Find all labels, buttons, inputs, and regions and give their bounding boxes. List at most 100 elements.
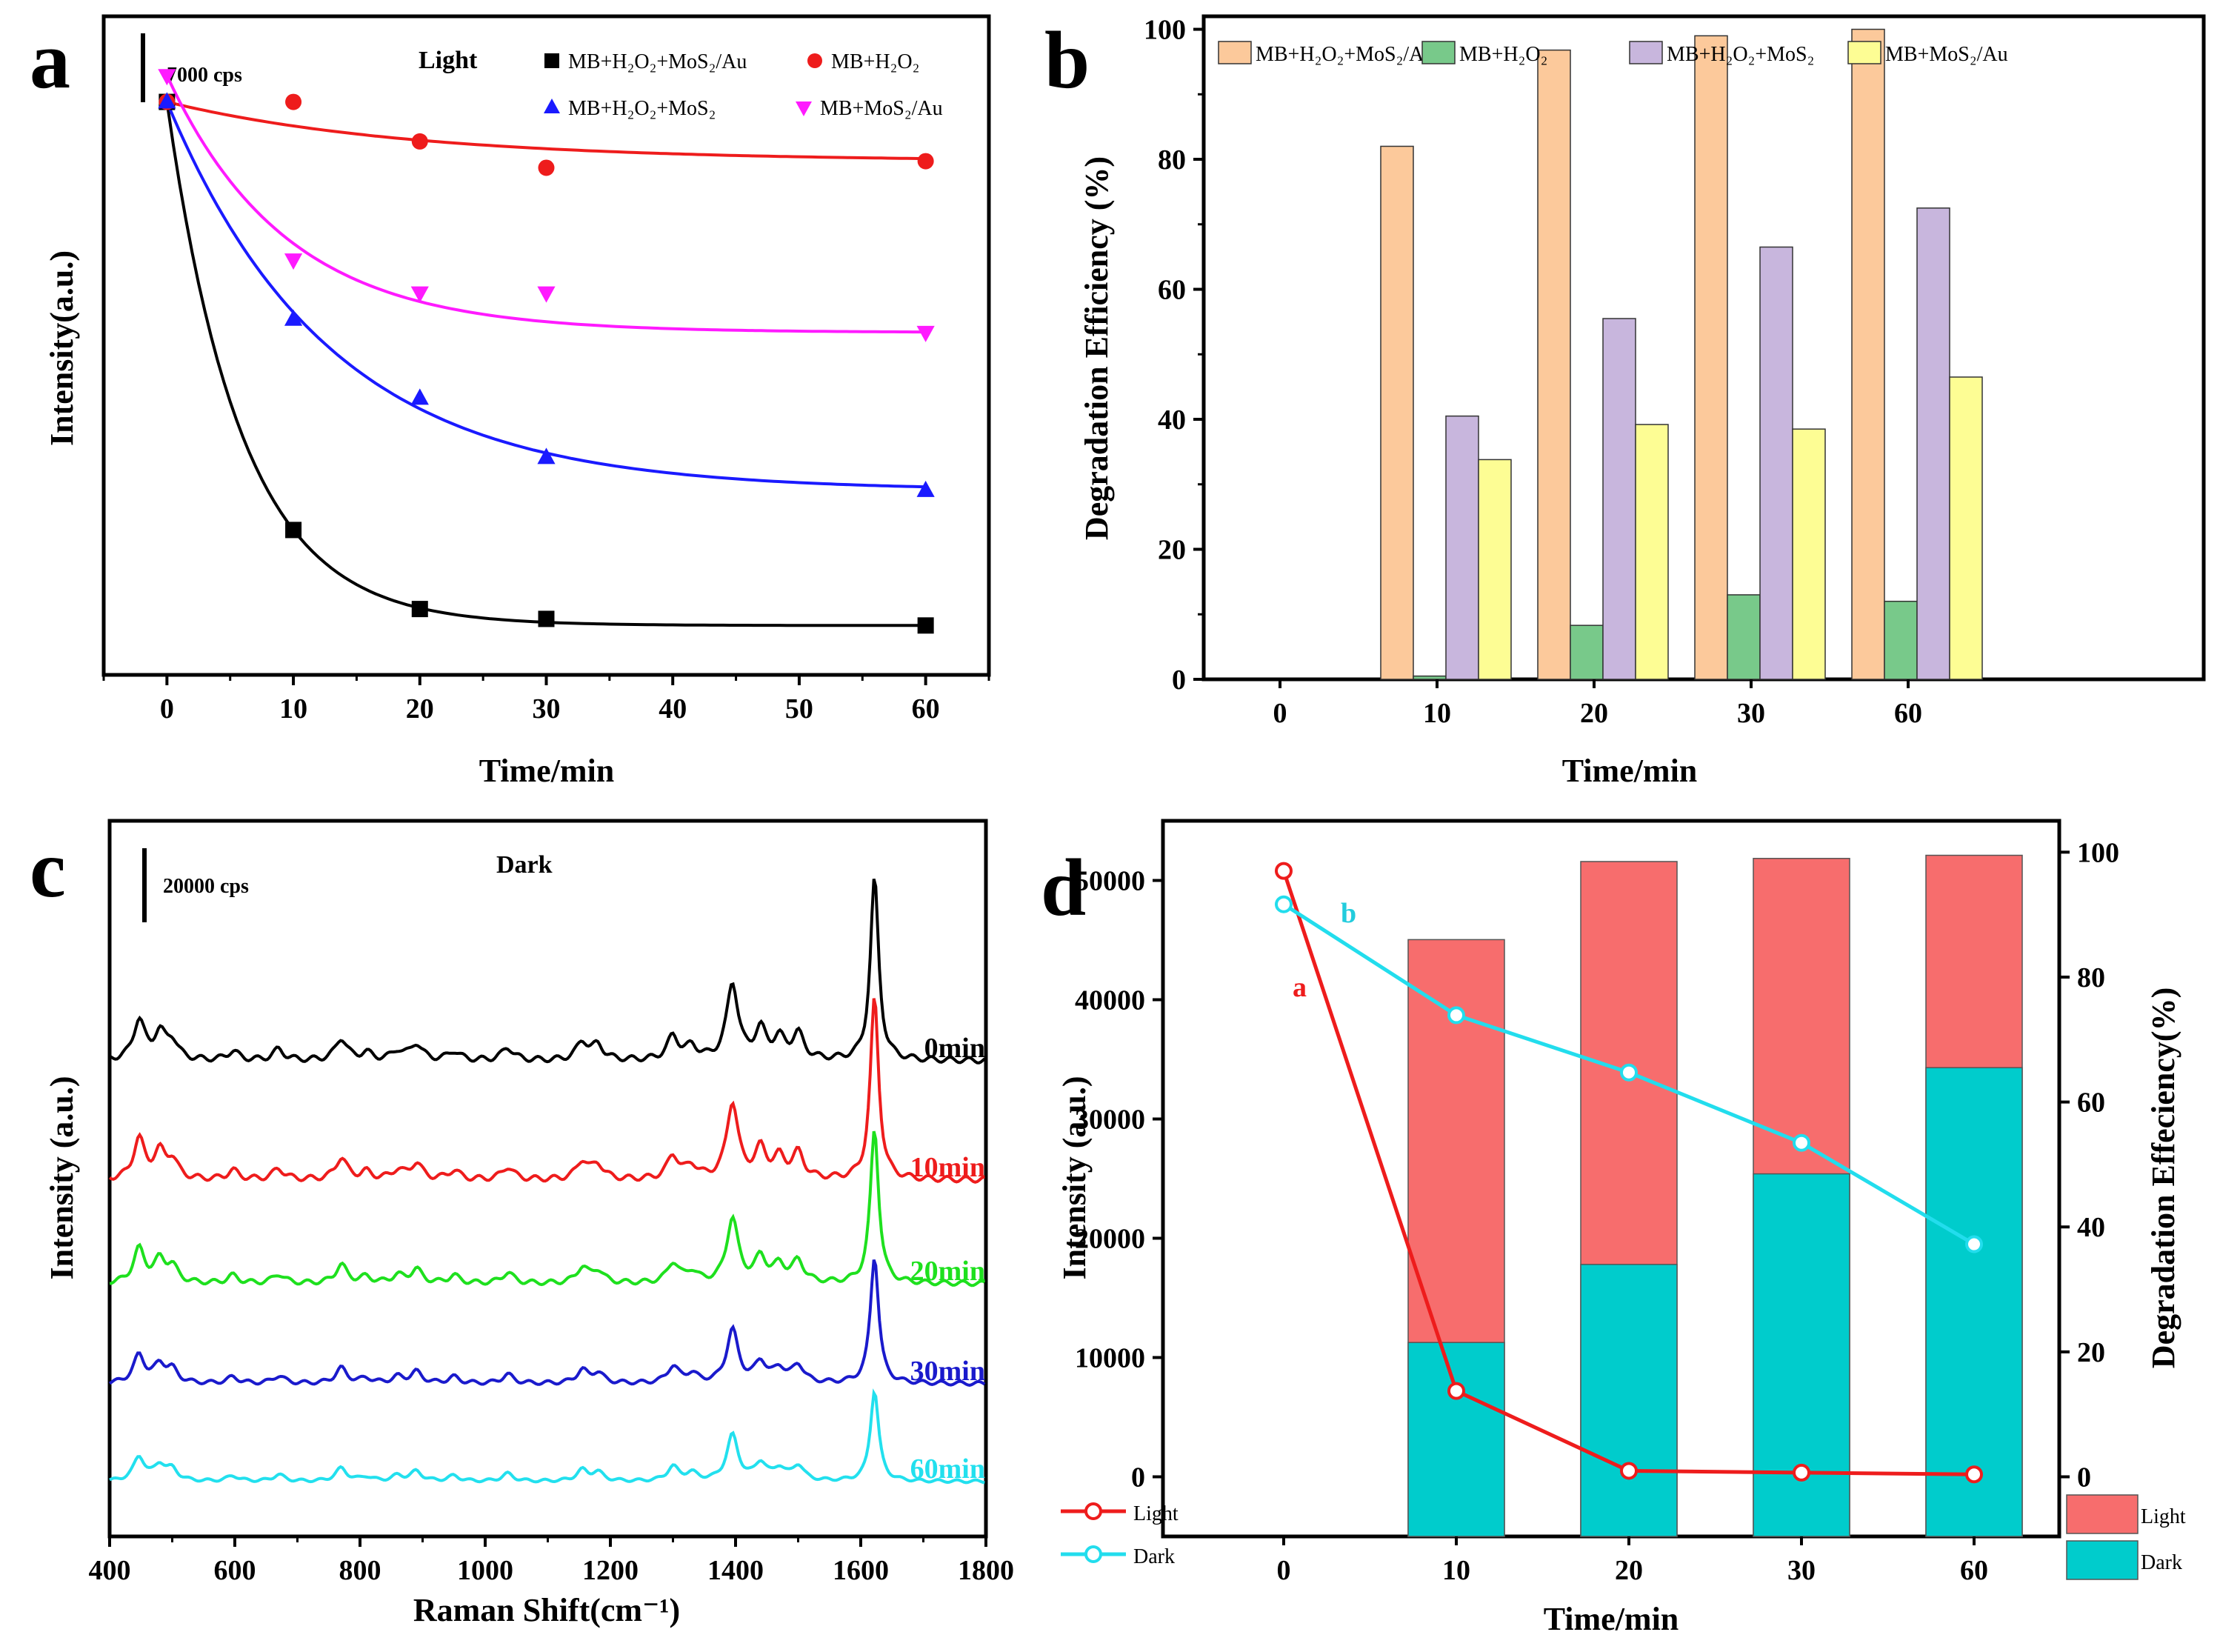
- x-tick-label: 0: [160, 693, 174, 725]
- bar-1-2: [1570, 625, 1604, 680]
- y2-tick-label: 100: [2077, 837, 2119, 868]
- x-tick-label: 1400: [707, 1555, 764, 1586]
- data-point-3-3: [537, 286, 556, 303]
- spectrum-2: [109, 1130, 986, 1288]
- x-tick-label: 30: [1737, 698, 1765, 729]
- legend-label-2: MB+H₂O₂+MoS₂: [568, 97, 716, 120]
- legend-label-3: MB+MoS₂/Au: [820, 97, 943, 120]
- panel-a-legend: MB+H₂O₂+MoS₂/Au MB+H₂O₂ MB+H₂O₂+MoS₂ MB+MoS…: [544, 50, 943, 120]
- line-point-1-2: [1620, 1063, 1638, 1082]
- spectrum-label-4: 60min: [910, 1453, 985, 1485]
- x-tick-label: 60: [912, 693, 940, 725]
- panel-c: c 20000 cps Dark 0min 10min 20min 30min 60mi…: [30, 819, 1014, 1628]
- y-tick-label: 20: [1158, 535, 1186, 566]
- panel-b-bars: [1380, 28, 1983, 680]
- spectrum-label-2: 20min: [910, 1256, 985, 1287]
- spectrum-3: [108, 1259, 986, 1387]
- y2-tick-label: 80: [2077, 962, 2105, 993]
- line-point-1-1: [1447, 1006, 1465, 1025]
- data-point-1-3: [538, 159, 555, 176]
- legend-marker-1: [807, 53, 822, 68]
- x-tick-label: 1000: [457, 1555, 513, 1586]
- legend-swatch-3: [1847, 41, 1881, 64]
- annotation-b: b: [1341, 898, 1356, 929]
- panel-d-label: d: [1041, 842, 1086, 933]
- data-point-3-4: [916, 325, 935, 342]
- bar-3-3: [1792, 428, 1826, 680]
- y2-tick-label: 60: [2077, 1088, 2105, 1119]
- data-point-0-1: [285, 522, 302, 539]
- spectrum-label-0: 0min: [924, 1033, 985, 1064]
- data-point-2-4: [916, 480, 935, 497]
- spectrum-1: [108, 998, 985, 1184]
- panel-c-xlabel: Raman Shift(cm⁻¹): [413, 1592, 680, 1628]
- panel-a-scale-label: 7000 cps: [167, 64, 242, 87]
- data-point-3-2: [410, 286, 429, 303]
- y-tick-label: 60: [1158, 275, 1186, 306]
- bar-2-1: [1445, 415, 1479, 680]
- bar-0-4: [1851, 28, 1885, 680]
- y2-tick-label: 40: [2077, 1212, 2105, 1243]
- x-tick-label: 10: [279, 693, 307, 725]
- bar-1-4: [1884, 600, 1918, 680]
- x-tick-label: 30: [533, 693, 561, 725]
- bar-2-4: [1916, 207, 1950, 680]
- spectrum-0: [108, 879, 986, 1065]
- line-point-1-3: [1793, 1133, 1810, 1152]
- x-tick-label: 0: [1277, 1555, 1291, 1586]
- y-tick-label: 30000: [1075, 1105, 1145, 1136]
- x-tick-label: 0: [1273, 698, 1287, 729]
- panel-a-x-ticks: 0 10 20 30 40 50 60: [102, 675, 990, 725]
- bar-2-2: [1602, 318, 1636, 680]
- x-tick-label: 40: [659, 693, 687, 725]
- x-tick-label: 800: [339, 1555, 381, 1586]
- data-point-2-1: [284, 309, 303, 326]
- panel-d-ylabel: Intensity (a.u.): [1056, 1076, 1093, 1279]
- data-point-2-0: [158, 92, 176, 109]
- fit-curve-0: [165, 101, 926, 627]
- data-point-0-3: [538, 610, 555, 627]
- x-tick-label: 60: [1894, 698, 1922, 729]
- legend-label-3: MB+MoS₂/Au: [1885, 43, 2008, 66]
- fit-curve-3: [165, 75, 926, 334]
- bar-1-1: [1413, 675, 1447, 680]
- panel-d-xlabel: Time/min: [1544, 1601, 1679, 1637]
- panel-c-spectra: [108, 879, 986, 1485]
- x-tick-label: 20: [406, 693, 434, 725]
- panel-a-title: Light: [419, 47, 478, 74]
- legend-bar-label-1: Dark: [2141, 1551, 2182, 1574]
- y-tick-label: 0: [1131, 1462, 1145, 1493]
- legend-swatch-1: [1421, 41, 1456, 64]
- legend-line-marker-1: [1084, 1545, 1102, 1563]
- panel-c-title: Dark: [496, 851, 553, 879]
- data-point-3-0: [158, 69, 176, 86]
- y-tick-label: 40000: [1075, 985, 1145, 1016]
- x-tick-label: 10: [1423, 698, 1451, 729]
- bar-dark-3: [1753, 1173, 1850, 1537]
- data-point-1-2: [411, 133, 428, 150]
- panel-d-legend: Light Dark Light Dark: [1061, 1494, 2186, 1580]
- panel-d-y2label: Degradation Effeciency(%): [2145, 987, 2181, 1368]
- panel-d-y2-ticks: 0 20 40 60 80 100: [2059, 837, 2119, 1493]
- panel-b-x-ticks: 0 10 20 30 60: [1273, 679, 1922, 729]
- panel-c-label: c: [30, 824, 66, 914]
- line-point-0-3: [1793, 1463, 1810, 1482]
- x-tick-label: 1200: [582, 1555, 639, 1586]
- legend-marker-3: [796, 101, 812, 116]
- panel-a-fit-curves: [165, 75, 926, 627]
- line-point-0-2: [1620, 1462, 1638, 1480]
- bar-1-3: [1727, 594, 1761, 680]
- data-point-2-3: [537, 447, 556, 464]
- x-tick-label: 1800: [958, 1555, 1014, 1586]
- data-point-0-4: [917, 617, 934, 634]
- legend-label-1: MB+H₂O₂: [1459, 43, 1547, 66]
- panel-a-label: a: [30, 15, 70, 105]
- y-tick-label: 40: [1158, 404, 1186, 436]
- fit-curve-1: [166, 100, 926, 160]
- line-point-0-1: [1447, 1382, 1465, 1400]
- legend-swatch-0: [1218, 41, 1252, 64]
- bar-0-3: [1694, 35, 1728, 680]
- data-point-1-4: [917, 153, 934, 170]
- panel-b-ylabel: Degradation Efficiency (%): [1079, 156, 1115, 540]
